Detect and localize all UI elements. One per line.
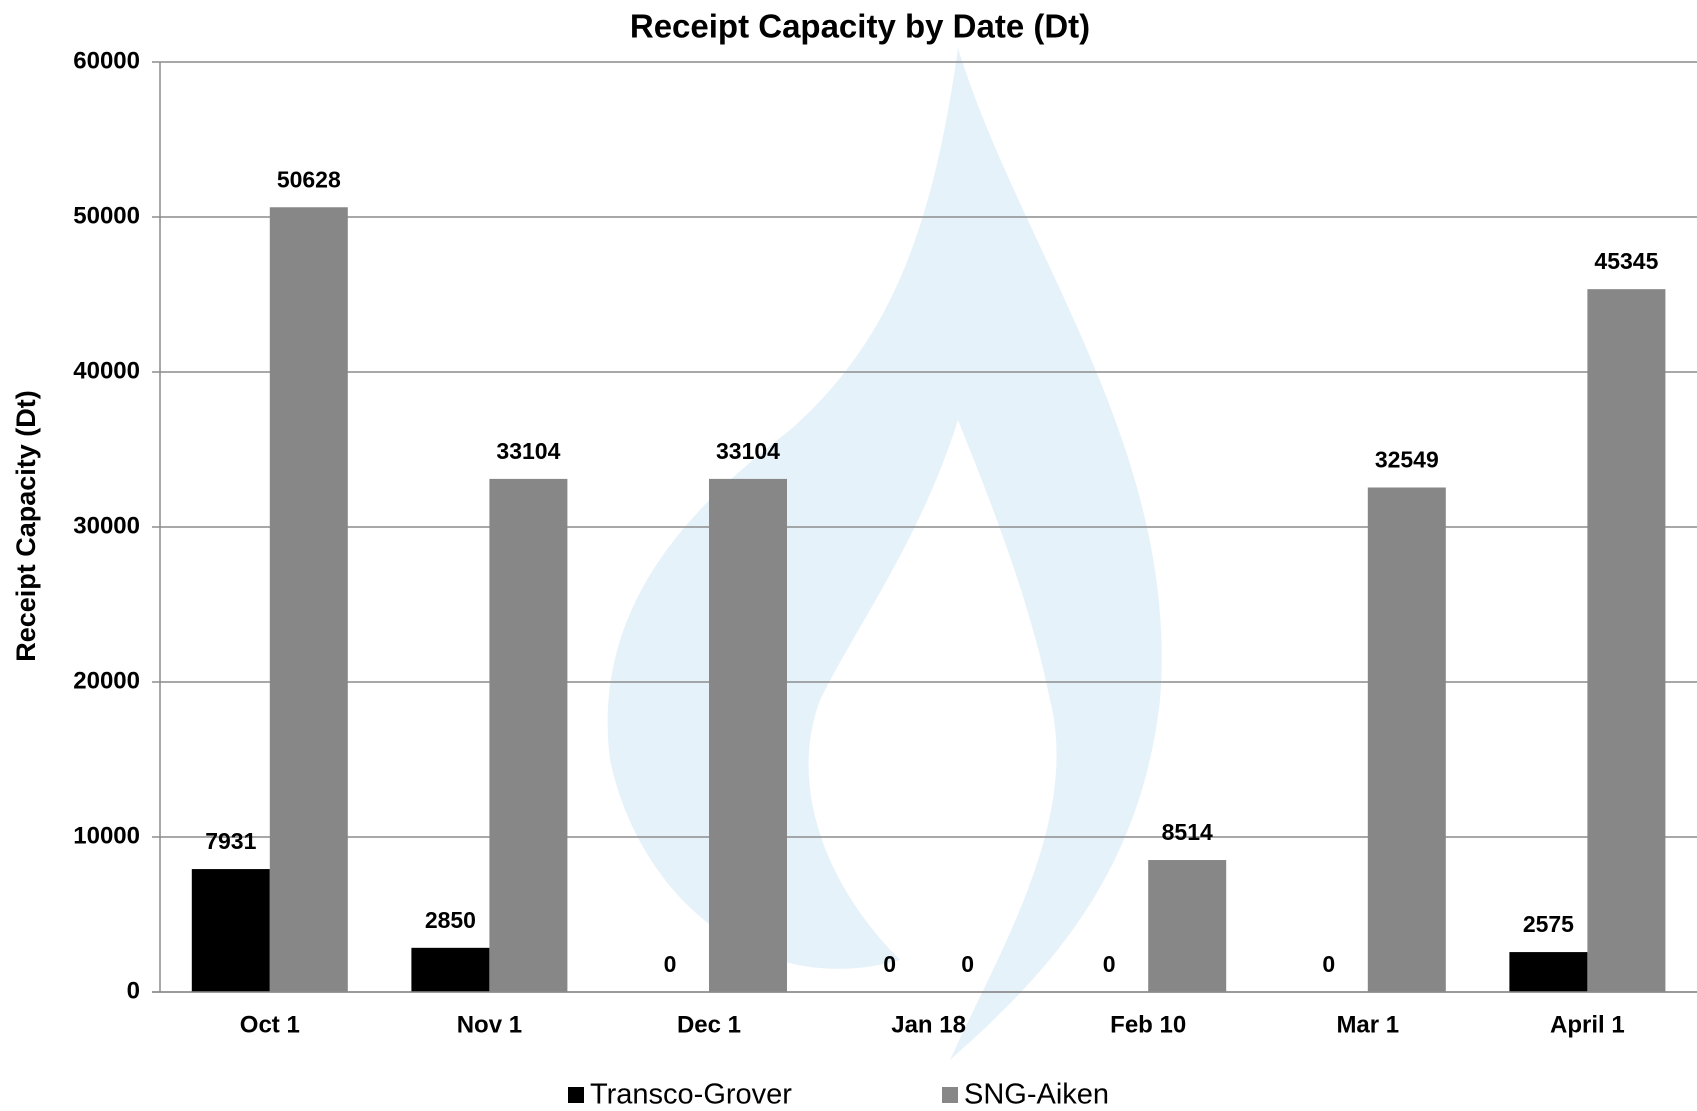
x-tick-label: Jan 18 [891,1011,966,1038]
legend-swatch [568,1087,584,1103]
value-label: 0 [961,951,974,977]
bar [270,207,348,992]
value-label: 32549 [1375,447,1439,473]
legend-label: Transco-Grover [590,1079,792,1111]
watermark [608,48,1162,1060]
value-label: 33104 [496,438,560,464]
x-tick-label: Oct 1 [240,1011,300,1038]
bar [1587,289,1665,992]
legend-swatch [942,1087,958,1103]
y-tick-label: 30000 [73,512,140,539]
value-label: 0 [1103,951,1116,977]
value-label: 7931 [205,828,256,854]
value-label: 0 [1322,951,1335,977]
bar [192,869,270,992]
y-tick-label: 40000 [73,357,140,384]
bar [709,479,787,992]
x-tick-label: Feb 10 [1110,1011,1186,1038]
chart: Receipt Capacity by Date (Dt) Receipt Ca… [0,0,1697,1111]
y-tick-label: 10000 [73,822,140,849]
value-label: 50628 [277,166,341,192]
x-tick-label: Mar 1 [1336,1011,1399,1038]
x-tick-label: Dec 1 [677,1011,741,1038]
value-label: 33104 [716,438,780,464]
value-label: 0 [883,951,896,977]
value-label: 0 [664,951,677,977]
y-axis-label: Receipt Capacity (Dt) [11,390,41,662]
bar [1148,860,1226,992]
bar [489,479,567,992]
chart-title: Receipt Capacity by Date (Dt) [630,8,1090,45]
bar [1509,952,1587,992]
value-label: 45345 [1594,248,1658,274]
x-tick-label: Nov 1 [457,1011,522,1038]
value-label: 2575 [1523,911,1574,937]
bar [1368,487,1446,992]
bar [411,948,489,992]
y-tick-label: 50000 [73,202,140,229]
legend-label: SNG-Aiken [964,1079,1109,1111]
y-tick-label: 0 [127,977,140,1004]
value-label: 8514 [1162,819,1213,845]
y-tick-label: 60000 [73,47,140,74]
x-tick-label: April 1 [1550,1011,1625,1038]
value-label: 2850 [425,907,476,933]
y-tick-label: 20000 [73,667,140,694]
